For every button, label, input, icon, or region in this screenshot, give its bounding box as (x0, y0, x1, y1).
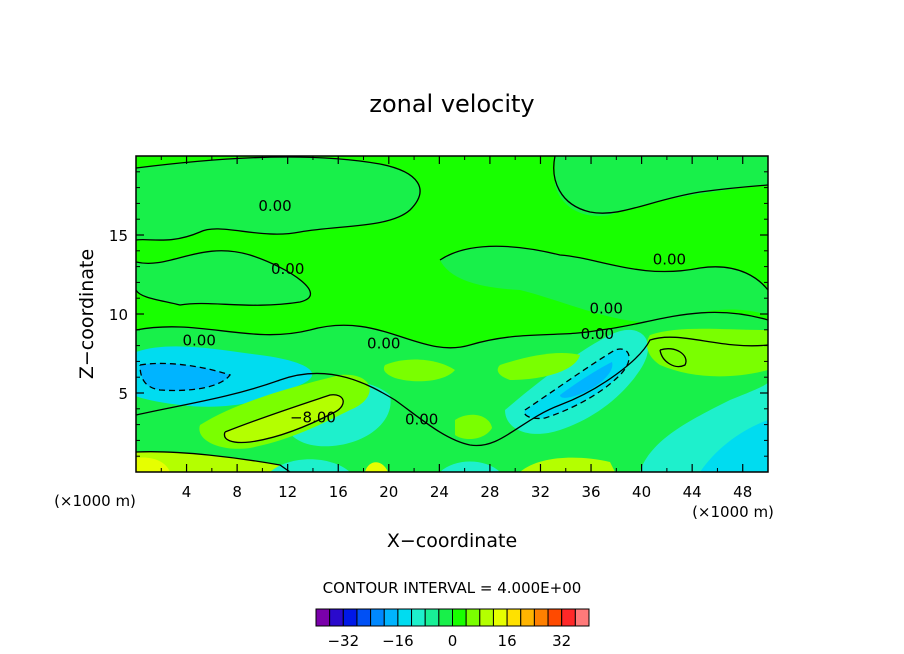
colorbar-tick-label: 16 (498, 632, 517, 650)
colorbar-swatch (315, 608, 331, 627)
x-tick-label: 40 (632, 483, 651, 501)
contour-label: 0.00 (367, 334, 400, 352)
contour-label: −8.00 (290, 409, 336, 427)
chart-title: zonal velocity (369, 90, 534, 118)
x-tick-label: 24 (430, 483, 449, 501)
field-bottom-cyan-a (270, 459, 350, 472)
field-pos-mid (497, 353, 580, 380)
field-left-lobe-core (140, 363, 230, 391)
contour-line-top-right (553, 156, 768, 214)
x-tick-label: 44 (683, 483, 702, 501)
x-tick-label: 4 (182, 483, 192, 501)
colorbar-swatch (329, 608, 344, 627)
x-unit-right: (×1000 m) (692, 503, 774, 521)
contour-line-pos-right (659, 348, 687, 368)
colorbar-swatch (465, 608, 481, 627)
field-edge-lobe-core (700, 420, 768, 472)
y-axis-label: Z−coordinate (76, 249, 98, 379)
colorbar-swatch (574, 608, 590, 627)
contour-line-left-lobe (139, 362, 232, 392)
colorbar-tick-label: 0 (448, 632, 458, 650)
contour-line-neg-eight (223, 394, 344, 444)
contour-label: 0.00 (258, 197, 291, 215)
x-axis: 4 8 12 16 20 24 28 32 36 40 44 48 (160, 156, 752, 501)
y-tick-label: 15 (109, 227, 128, 245)
colorbar: −32 −16 0 16 32 (315, 608, 590, 650)
x-tick-label: 36 (581, 483, 600, 501)
x-tick-label: 16 (329, 483, 348, 501)
colorbar-swatch (547, 608, 563, 627)
colorbar-swatch (520, 608, 535, 627)
x-tick-label: 28 (480, 483, 499, 501)
contour-label: 0.00 (405, 410, 438, 428)
contour-interval: CONTOUR INTERVAL = 4.000E+00 (323, 579, 582, 597)
colorbar-swatch (342, 608, 358, 627)
colorbar-swatch (370, 608, 385, 627)
x-tick-label: 48 (733, 483, 752, 501)
colorbar-tick-label: −16 (382, 632, 414, 650)
x-tick-label: 8 (232, 483, 242, 501)
field-top-band (136, 156, 420, 241)
field-upper-left (136, 250, 311, 306)
x-tick-label: 20 (379, 483, 398, 501)
x-unit-left: (×1000 m) (54, 492, 136, 510)
x-axis-label: X−coordinate (387, 530, 517, 552)
colorbar-swatch (356, 608, 372, 627)
colorbar-tick-label: −32 (327, 632, 359, 650)
contour-line-upper-right (439, 245, 768, 291)
colorbar-swatch (424, 608, 440, 627)
field-upper-right (440, 246, 768, 322)
field-pos-right-top (647, 328, 768, 377)
field-pos-center-right (455, 414, 492, 440)
field-top-right (555, 156, 768, 216)
field-bottom-cyan-b (440, 461, 500, 472)
colorbar-swatch (452, 608, 467, 627)
colorbar-tick-label: 32 (552, 632, 571, 650)
contour-labels: 0.00 0.00 0.00 0.00 0.00 0.00 0.00 0.00 −8.00 (182, 197, 686, 428)
contour-line-upper-left (136, 250, 312, 306)
colorbar-swatch (438, 608, 454, 627)
contour-field (136, 156, 768, 472)
colorbar-swatch (533, 608, 549, 627)
colorbar-swatch (506, 608, 522, 627)
y-axis: 5 10 15 (109, 171, 768, 457)
colorbar-swatch (492, 608, 508, 627)
contour-line-right-lobe (523, 348, 630, 420)
y-tick-label: 10 (109, 306, 128, 324)
colorbar-swatch (561, 608, 576, 627)
colorbar-swatch (411, 608, 426, 627)
contour-label: 0.00 (590, 300, 623, 318)
x-tick-label: 12 (278, 483, 297, 501)
field-bottom-mid (365, 462, 388, 472)
y-tick-label: 5 (118, 385, 128, 403)
field-right-lobe-center (560, 362, 613, 398)
colorbar-swatch (397, 608, 413, 627)
colorbar-swatch (479, 608, 494, 627)
field-pos-center-small (383, 359, 455, 382)
field-bottom-band (136, 451, 290, 472)
contour-line-bottom (136, 451, 291, 472)
contour-label: 0.00 (653, 251, 686, 269)
contour-label: 0.00 (182, 331, 215, 349)
colorbar-swatch (383, 608, 399, 627)
contour-line-mid (136, 311, 768, 349)
field-pos-lower-left-core (224, 394, 344, 443)
contour-label: 0.00 (581, 325, 614, 343)
x-tick-label: 32 (531, 483, 550, 501)
contour-line-lower (136, 336, 768, 447)
contour-label: 0.00 (271, 260, 304, 278)
